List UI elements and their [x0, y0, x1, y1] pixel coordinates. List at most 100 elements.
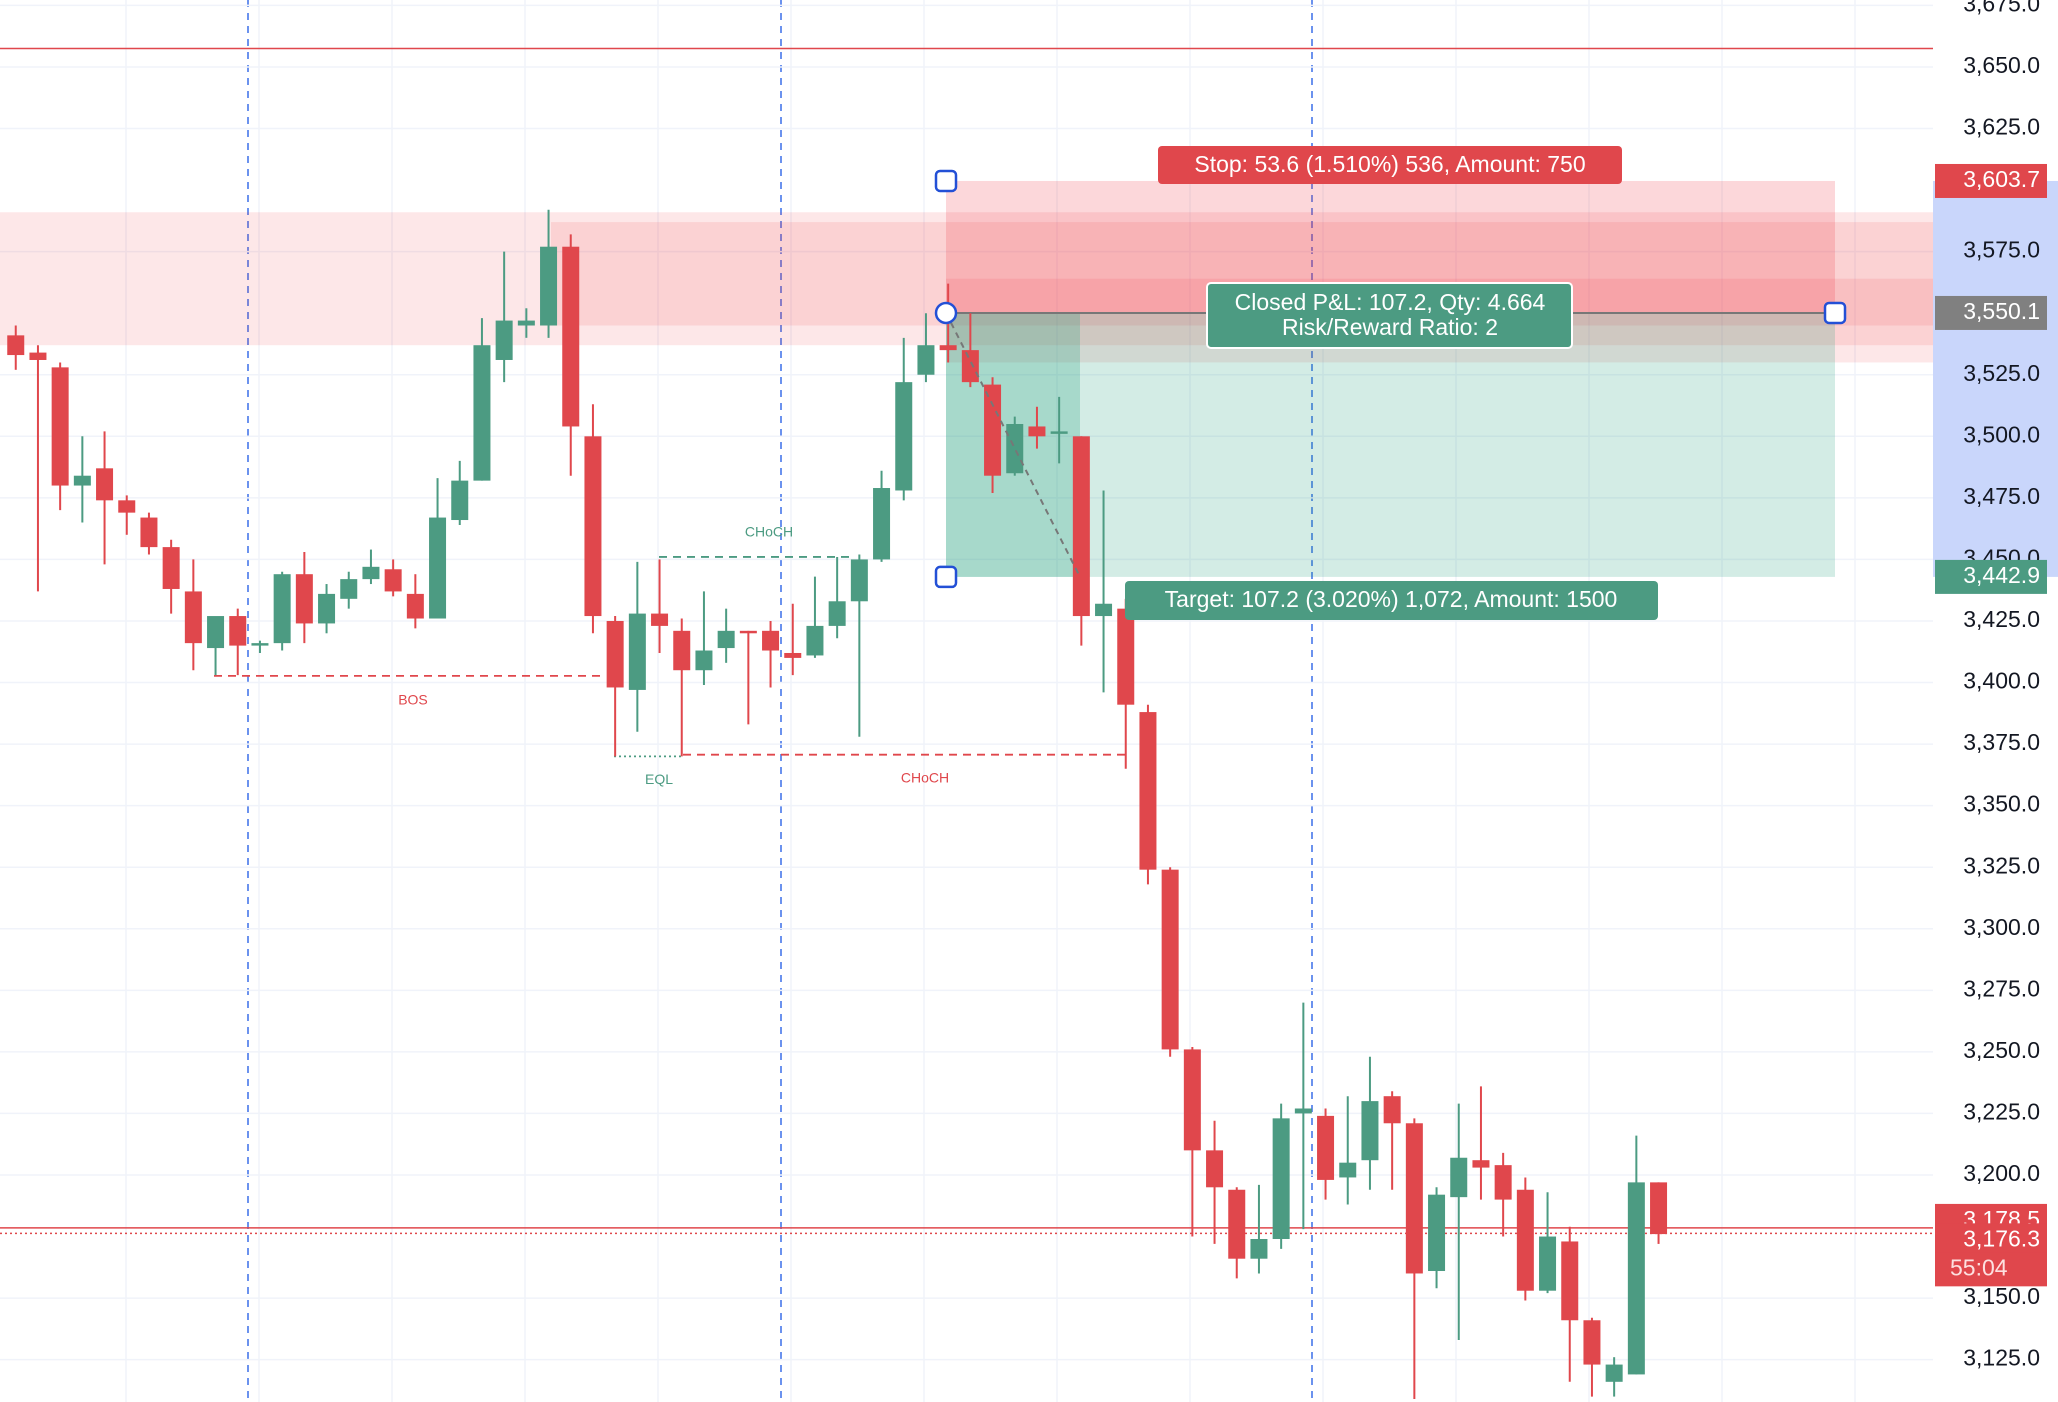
candle-body	[451, 480, 469, 521]
candle-body	[7, 335, 25, 356]
structure-label: CHoCH	[745, 524, 793, 540]
candle-body	[1117, 608, 1135, 705]
price-label-box	[1935, 163, 2047, 198]
countdown-box	[1935, 1252, 2047, 1287]
countdown: 55:04	[1950, 1254, 2008, 1280]
candle-body	[1294, 1108, 1312, 1114]
stop-label: Stop: 53.6 (1.510%) 536, Amount: 750	[1194, 151, 1585, 177]
candle-body	[1405, 1123, 1423, 1274]
price-label: 3,442.9	[1963, 562, 2040, 588]
y-tick-label: 3,675.0	[1963, 0, 2040, 16]
candle-body	[1317, 1115, 1335, 1180]
candle-body	[384, 569, 402, 592]
candle-body	[1028, 426, 1046, 437]
y-tick-label: 3,575.0	[1963, 237, 2040, 263]
candle-body	[1450, 1157, 1468, 1198]
candle-body	[1605, 1364, 1623, 1382]
candle-body	[1627, 1182, 1645, 1375]
candle-body	[1206, 1150, 1224, 1188]
candle-body	[628, 613, 646, 690]
y-tick-label: 3,325.0	[1963, 852, 2040, 878]
handle[interactable]	[934, 565, 958, 589]
candle-body	[495, 320, 513, 360]
structure-label: EQL	[645, 771, 673, 787]
candle-body	[473, 345, 491, 481]
target-zone	[946, 312, 1835, 577]
candle-body	[1050, 431, 1068, 434]
candle-body	[673, 630, 691, 671]
candle-body	[695, 650, 713, 671]
stop-label-box	[1158, 146, 1622, 184]
candle-body	[318, 593, 336, 624]
y-tick-label: 3,650.0	[1963, 52, 2040, 78]
y-tick-label: 3,475.0	[1963, 483, 2040, 509]
candle-body	[1650, 1182, 1668, 1235]
candle-body	[540, 246, 558, 326]
y-tick-label: 3,150.0	[1963, 1283, 2040, 1309]
pnl-label: Closed P&L: 107.2, Qty: 4.664	[1235, 289, 1546, 315]
handle[interactable]	[1823, 301, 1847, 325]
y-tick-label: 3,500.0	[1963, 421, 2040, 447]
y-tick-label: 3,625.0	[1963, 114, 2040, 140]
price-label-box	[1935, 295, 2047, 330]
structure-label: BOS	[398, 692, 428, 708]
rr-label: Risk/Reward Ratio: 2	[1282, 314, 1498, 340]
candle-body	[1583, 1320, 1601, 1365]
y-tick-label: 3,225.0	[1963, 1099, 2040, 1125]
candle-body	[1561, 1241, 1579, 1321]
candle-body	[1383, 1096, 1401, 1124]
axis-range-highlight	[1933, 180, 2058, 577]
candle-body	[1228, 1189, 1246, 1259]
candle-body	[1516, 1189, 1534, 1291]
candle-body	[939, 345, 957, 351]
candle-body	[1361, 1101, 1379, 1161]
price-label: 3,550.1	[1963, 298, 2040, 324]
pnl-label-box	[1206, 282, 1573, 349]
price-label-box	[1935, 559, 2047, 594]
candle-body	[273, 574, 291, 644]
candle-body	[29, 352, 47, 360]
candle-body	[1006, 423, 1024, 474]
y-tick-label: 3,200.0	[1963, 1160, 2040, 1186]
candle-body	[1428, 1194, 1446, 1272]
candle-body	[207, 616, 225, 649]
candle-body	[1494, 1165, 1512, 1200]
y-tick-label: 3,525.0	[1963, 360, 2040, 386]
handle[interactable]	[934, 301, 958, 325]
candle-body	[96, 468, 114, 501]
candle-body	[739, 630, 757, 634]
candle-body	[1472, 1160, 1490, 1168]
candle-body	[1095, 603, 1113, 617]
candle-body	[784, 652, 802, 658]
candle-body	[762, 630, 780, 651]
candle-body	[1250, 1238, 1268, 1259]
candle-body	[517, 320, 535, 326]
candle-body	[1183, 1049, 1201, 1151]
candle-body	[984, 384, 1002, 476]
y-tick-label: 3,400.0	[1963, 668, 2040, 694]
price-label: 3,603.7	[1963, 166, 2040, 192]
candle-body	[895, 382, 913, 491]
supply-zone	[0, 212, 1933, 346]
candle-body	[917, 345, 935, 375]
structure-label: CHoCH	[901, 769, 949, 785]
candle-body	[51, 367, 69, 486]
candle-body	[162, 547, 180, 589]
candle-body	[717, 630, 735, 649]
candle-body	[961, 350, 979, 383]
candle-body	[606, 620, 624, 688]
y-tick-label: 3,125.0	[1963, 1345, 2040, 1371]
candle-body	[1272, 1118, 1290, 1239]
target-label-box	[1125, 581, 1658, 620]
candle-body	[184, 591, 202, 644]
candle-body	[429, 517, 447, 619]
price-label: 3,176.3	[1963, 1225, 2040, 1251]
handle[interactable]	[934, 169, 958, 193]
candle-body	[251, 643, 269, 646]
candle-body	[828, 601, 846, 626]
candle-body	[584, 436, 602, 617]
y-tick-label: 3,250.0	[1963, 1037, 2040, 1063]
candle-body	[118, 500, 136, 513]
